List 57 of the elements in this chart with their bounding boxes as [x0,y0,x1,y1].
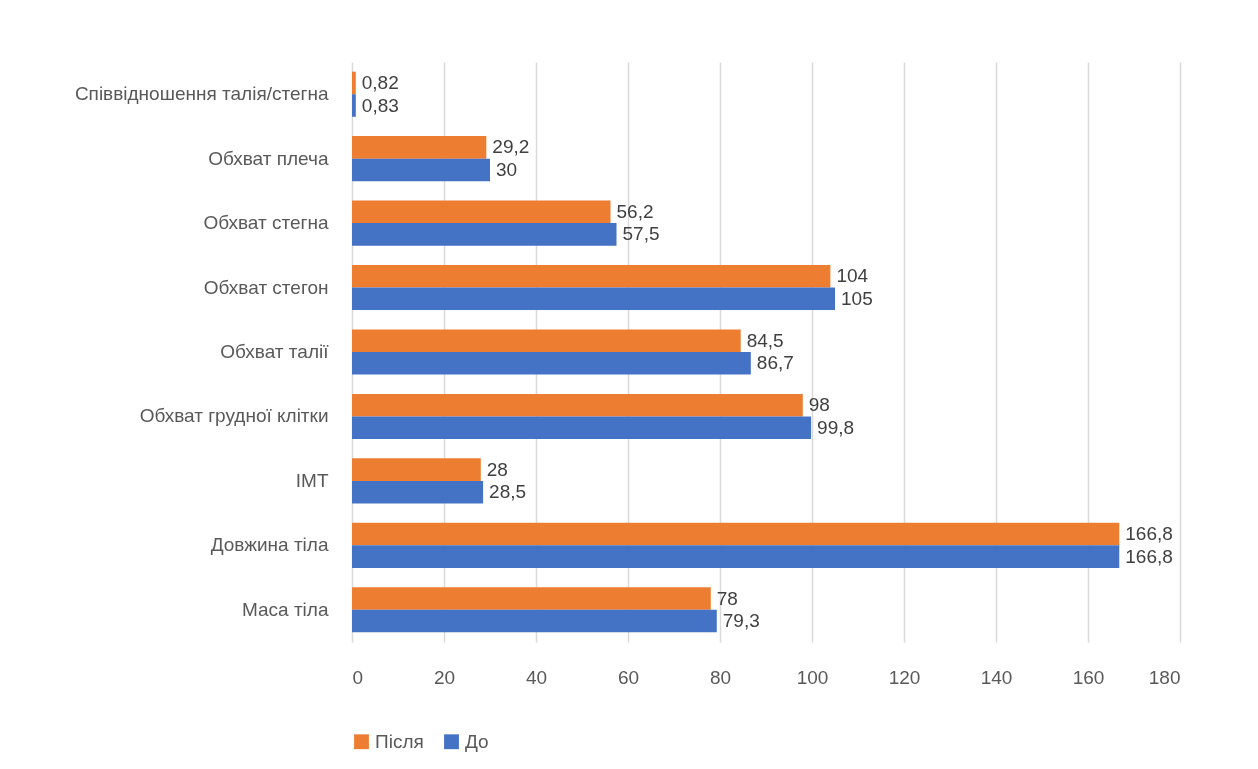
y-tick-label: Обхват стегна [203,212,329,234]
bar [352,287,835,311]
data-label: 28 [486,458,508,480]
bar [352,480,484,504]
bar [352,200,611,224]
y-tick-label: Обхват талії [220,341,330,362]
bar [352,522,1120,546]
bar [352,352,751,375]
bar [352,329,741,352]
legend-label: До [465,730,489,752]
bar [352,393,803,417]
data-label: 166,8 [1125,523,1173,545]
data-label: 28,5 [489,481,527,503]
x-tick-label: 0 [352,666,364,688]
x-tick-label: 40 [525,666,548,688]
bar [352,265,831,288]
data-label: 84,5 [746,329,784,351]
data-label: 99,8 [817,416,855,438]
data-label: 0,82 [361,71,399,93]
data-label: 166,8 [1125,545,1173,567]
data-label: 104 [836,265,869,287]
x-tick-label: 160 [1072,666,1105,688]
data-label: 56,2 [616,200,654,222]
legend-label: Після [375,730,424,752]
bar [352,71,356,95]
y-tick-label: ІМТ [295,469,329,491]
bar [352,94,356,117]
data-label: 98 [808,394,830,416]
bar [352,609,717,633]
bar [352,587,711,610]
data-label: 0,83 [361,94,399,116]
y-tick-label: Обхват плеча [208,147,329,169]
x-tick-label: 180 [1148,666,1181,688]
x-tick-label: 80 [709,666,732,688]
bar [352,223,617,246]
bar [352,416,812,439]
data-label: 30 [496,158,518,180]
data-label: 105 [841,287,873,309]
bar [352,136,487,159]
bar [352,458,481,481]
y-tick-label: Обхват грудної клітки [139,405,329,427]
bar [352,158,490,182]
data-label: 86,7 [756,352,794,374]
bar [352,545,1120,568]
data-label: 78 [716,587,738,609]
x-tick-label: 140 [980,666,1013,688]
x-tick-label: 120 [888,666,921,688]
data-label: 57,5 [622,223,660,245]
x-tick-label: 20 [433,666,456,688]
y-tick-label: Обхват стегон [203,276,329,298]
x-tick-label: 60 [617,666,640,688]
y-tick-label: Співвідношення талія/стегна [74,83,329,105]
data-label: 29,2 [492,136,530,158]
x-tick-label: 100 [796,666,829,688]
y-tick-label: Довжина тіла [210,534,329,556]
y-tick-label: Маса тіла [241,598,329,620]
data-label: 79,3 [722,610,760,632]
